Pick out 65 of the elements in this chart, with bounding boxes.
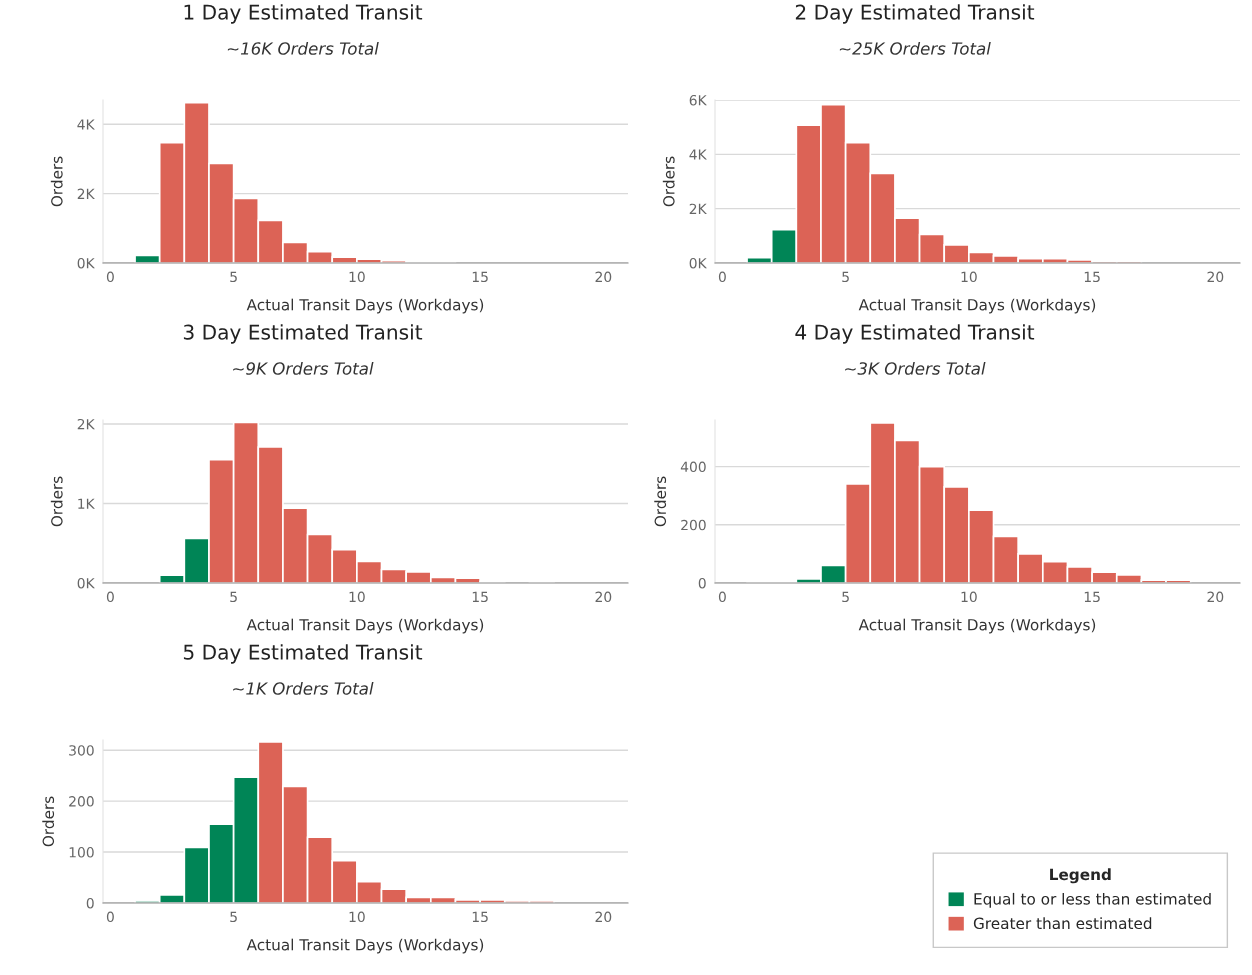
chart-title: 3 Day Estimated Transit [183, 324, 423, 344]
x-tick-label: 5 [230, 591, 237, 603]
y-tick-label: 6K [689, 94, 707, 106]
x-axis-title: Actual Transit Days (Workdays) [858, 618, 1096, 634]
y-tick-label: 300 [69, 745, 94, 756]
x-tick-label: 20 [595, 271, 612, 283]
x-tick-label: 15 [472, 591, 488, 603]
chart-title: 2 Day Estimated Transit [795, 4, 1035, 24]
y-tick-label: 0 [86, 897, 94, 909]
chart-title: 1 Day Estimated Transit [184, 4, 423, 24]
x-tick-label: 5 [230, 271, 237, 283]
y-tick-label: 2K [689, 203, 707, 214]
y-tick-label: 100 [69, 847, 94, 858]
x-tick-label: 10 [349, 271, 365, 283]
x-tick-label: 10 [349, 911, 365, 923]
y-tick-label: 2K [77, 418, 95, 430]
x-tick-label: 20 [595, 591, 612, 603]
y-tick-label: 200 [681, 519, 706, 531]
x-tick-label: 15 [1084, 591, 1100, 603]
x-tick-label: 10 [349, 591, 365, 603]
x-tick-label: 20 [1207, 271, 1224, 283]
y-tick-label: 4K [689, 149, 707, 160]
x-tick-label: 5 [842, 591, 849, 603]
x-axis-title: Actual Transit Days (Workdays) [246, 298, 484, 314]
x-tick-label: 0 [718, 591, 726, 603]
x-tick-label: 15 [472, 911, 488, 923]
chart-subtitle: ~1K Orders Total [233, 681, 374, 695]
y-axis-title: Orders [654, 476, 667, 527]
x-tick-label: 5 [230, 911, 237, 923]
x-tick-label: 0 [718, 271, 726, 283]
x-tick-label: 15 [1084, 271, 1100, 283]
x-tick-label: 0 [106, 271, 114, 283]
y-axis-title: Orders [50, 476, 63, 527]
y-axis-title: Orders [662, 156, 675, 207]
x-tick-label: 20 [595, 911, 612, 923]
y-axis-title: Orders [50, 156, 63, 207]
chart-subtitle: ~16K Orders Total [227, 41, 379, 55]
legend-title: Legend [1050, 868, 1111, 884]
x-tick-label: 20 [1207, 591, 1224, 603]
y-tick-label: 4K [77, 119, 95, 130]
y-tick-label: 0K [689, 257, 707, 269]
x-tick-label: 15 [472, 271, 488, 283]
y-tick-label: 2K [77, 188, 95, 199]
chart-title: 4 Day Estimated Transit [795, 324, 1035, 344]
x-axis-title: Actual Transit Days (Workdays) [246, 938, 484, 954]
legend-label: Equal to or less than estimated [974, 892, 1211, 908]
y-tick-label: 400 [680, 461, 706, 473]
x-tick-label: 0 [106, 911, 114, 923]
y-tick-label: 1K [78, 498, 95, 509]
y-tick-label: 0 [698, 577, 706, 589]
y-tick-label: 0K [77, 577, 95, 589]
x-tick-label: 0 [106, 591, 114, 603]
x-tick-label: 10 [961, 591, 977, 603]
chart-subtitle: ~3K Orders Total [845, 361, 986, 375]
x-axis-title: Actual Transit Days (Workdays) [246, 618, 484, 634]
chart-subtitle: ~9K Orders Total [233, 361, 374, 375]
x-axis-title: Actual Transit Days (Workdays) [858, 298, 1096, 314]
x-tick-label: 10 [961, 271, 977, 283]
legend-label: Greater than estimated [973, 917, 1152, 930]
y-tick-label: 200 [69, 796, 94, 807]
y-axis-title: Orders [42, 796, 55, 847]
y-tick-label: 0K [77, 257, 95, 269]
chart-title: 5 Day Estimated Transit [183, 644, 423, 664]
x-tick-label: 5 [842, 271, 849, 283]
chart-subtitle: ~25K Orders Total [839, 41, 991, 55]
